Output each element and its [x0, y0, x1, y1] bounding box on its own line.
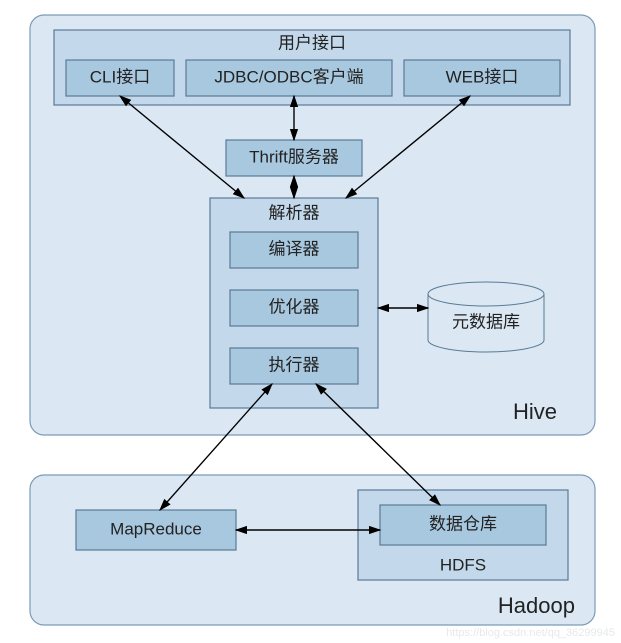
svg-text:用户接口: 用户接口 — [278, 33, 346, 52]
svg-text:WEB接口: WEB接口 — [446, 67, 519, 86]
svg-text:解析器: 解析器 — [269, 203, 320, 222]
svg-text:MapReduce: MapReduce — [110, 519, 202, 538]
svg-text:Hive: Hive — [513, 399, 557, 424]
svg-text:CLI接口: CLI接口 — [90, 67, 150, 86]
watermark: https://blog.csdn.net/qq_36299945 — [446, 627, 615, 639]
svg-text:数据仓库: 数据仓库 — [429, 514, 497, 533]
svg-text:元数据库: 元数据库 — [452, 312, 520, 331]
svg-text:HDFS: HDFS — [440, 555, 486, 574]
svg-text:JDBC/ODBC客户端: JDBC/ODBC客户端 — [214, 67, 363, 86]
svg-text:执行器: 执行器 — [269, 355, 320, 374]
svg-text:Thrift服务器: Thrift服务器 — [249, 147, 339, 166]
svg-text:Hadoop: Hadoop — [498, 593, 575, 618]
svg-text:优化器: 优化器 — [269, 297, 320, 316]
svg-text:编译器: 编译器 — [269, 239, 320, 258]
